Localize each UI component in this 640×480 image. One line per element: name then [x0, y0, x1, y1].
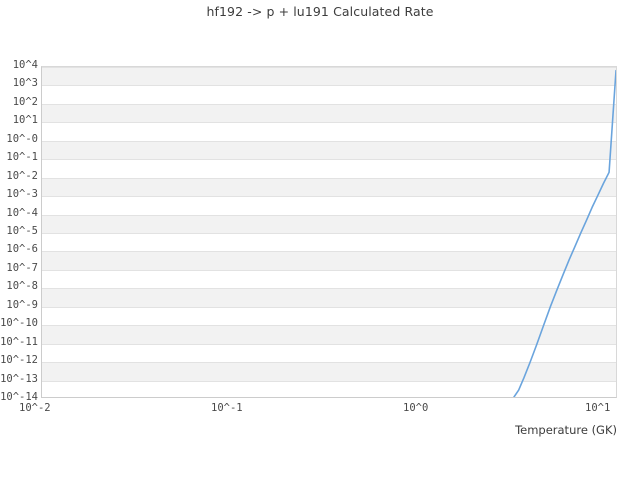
y-axis-tick-label: 10^-3	[6, 188, 38, 201]
x-axis-title: Temperature (GK)	[515, 423, 617, 437]
gridline	[42, 288, 616, 289]
y-axis-tick-label: 10^-14	[0, 391, 38, 403]
y-axis-tick-label: 10^-12	[0, 354, 38, 367]
gridline	[42, 196, 616, 197]
plot-band	[42, 67, 616, 86]
plot-band	[42, 177, 616, 197]
y-axis-tick-label: 10^-4	[6, 206, 38, 219]
gridline	[42, 67, 616, 68]
y-axis-tick-label: 10^-8	[6, 280, 38, 293]
gridline	[42, 104, 616, 105]
gridline	[42, 325, 616, 326]
y-axis-tick-label: 10^-1	[6, 151, 38, 164]
gridline	[42, 178, 616, 179]
gridline	[42, 85, 616, 86]
chart-title: hf192 -> p + lu191 Calculated Rate	[206, 4, 434, 19]
gridline	[42, 270, 616, 271]
gridline	[42, 362, 616, 363]
y-axis-tick-label: 10^-2	[6, 169, 38, 182]
x-axis-tick-label: 10^-2	[19, 402, 51, 414]
plot-band	[42, 251, 616, 270]
y-axis-tick-label: 10^1	[12, 114, 38, 127]
gridline	[42, 307, 616, 308]
gridline	[42, 344, 616, 345]
y-axis-tick-label: 10^-5	[6, 225, 38, 237]
gridline	[42, 122, 616, 123]
y-axis-tick-label: 10^-6	[6, 243, 38, 256]
y-axis-tick-label: 10^2	[12, 95, 38, 108]
gridline	[42, 381, 616, 382]
data-series-line	[513, 69, 616, 397]
x-axis-tick-label: 10^1	[585, 402, 611, 414]
gridline	[42, 215, 616, 216]
y-axis-tick-label: 10^-13	[0, 372, 38, 385]
gridline	[42, 141, 616, 142]
plot-band	[42, 325, 616, 344]
plot-band	[42, 140, 616, 160]
plot-band	[42, 214, 616, 233]
y-axis-tick-label: 10^-10	[0, 317, 38, 330]
y-axis-tick-label: 10^-7	[6, 261, 38, 274]
y-axis-tick-label: 10^-0	[6, 132, 38, 145]
plot-band	[42, 288, 616, 307]
x-axis-tick-label: 10^-1	[211, 402, 243, 414]
plot-band	[42, 103, 616, 123]
y-axis-tick-label: 10^3	[12, 77, 38, 90]
gridline	[42, 233, 616, 234]
x-axis-tick-label: 10^0	[403, 402, 429, 414]
plot-area	[41, 66, 617, 398]
plot-band	[42, 362, 616, 381]
rate-curve-path	[513, 69, 616, 397]
y-axis-tick-label: 10^-11	[0, 335, 38, 348]
y-axis-tick-label: 10^-9	[6, 298, 38, 311]
gridline	[42, 159, 616, 160]
gridline	[42, 251, 616, 252]
y-axis-tick-label: 10^4	[12, 59, 38, 71]
